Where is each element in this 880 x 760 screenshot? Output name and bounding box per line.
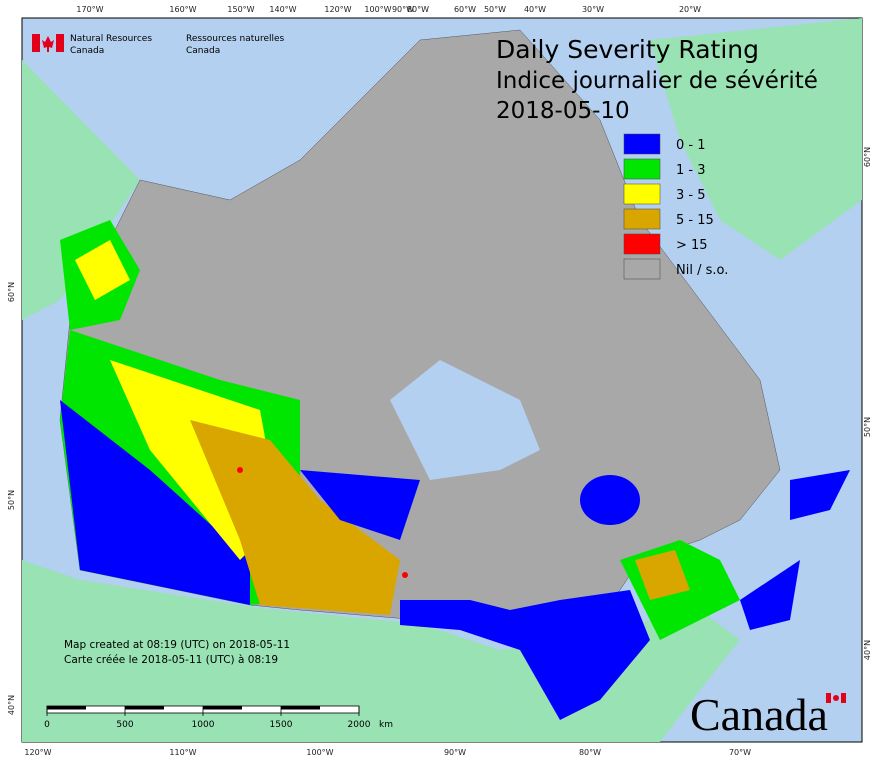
scale-segment bbox=[125, 706, 164, 710]
legend-label: 5 - 15 bbox=[676, 213, 714, 228]
scale-segment bbox=[203, 706, 242, 710]
agency-fr: Canada bbox=[186, 46, 220, 56]
longitude-label: 100°W bbox=[306, 748, 333, 757]
longitude-label: 70°W bbox=[729, 748, 751, 757]
title-fr: Indice journalier de sévérité bbox=[496, 68, 818, 94]
fire-zone bbox=[740, 560, 800, 630]
fire-zone bbox=[400, 590, 650, 720]
agency-en: Natural Resources bbox=[70, 34, 152, 44]
latitude-label: 40°N bbox=[7, 695, 16, 715]
legend-swatch bbox=[623, 208, 661, 230]
latitude-label: 60°N bbox=[863, 147, 872, 167]
flag-bar bbox=[56, 34, 64, 52]
legend: 0 - 1 1 - 3 3 - 5 5 - 15 > 15 Nil / s.o. bbox=[623, 133, 728, 280]
longitude-label: 30°W bbox=[582, 5, 604, 14]
latitude-label: 60°N bbox=[7, 282, 16, 302]
latitude-label: 50°N bbox=[7, 490, 16, 510]
longitude-label: 170°W bbox=[76, 5, 103, 14]
longitude-label: 80°W bbox=[579, 748, 601, 757]
created-fr: Carte créée le 2018-05-11 (UTC) à 08:19 bbox=[64, 654, 278, 666]
legend-label: > 15 bbox=[676, 238, 708, 253]
longitude-label: 90°W bbox=[444, 748, 466, 757]
fire-zone bbox=[75, 240, 130, 300]
legend-swatch bbox=[623, 183, 661, 205]
legend-label: 1 - 3 bbox=[676, 163, 706, 178]
longitude-label: 120°W bbox=[24, 748, 51, 757]
legend-swatch bbox=[623, 158, 661, 180]
scale-label: 1000 bbox=[192, 720, 215, 730]
greenland bbox=[650, 18, 862, 260]
scale-unit: km bbox=[379, 720, 393, 730]
legend-label: Nil / s.o. bbox=[676, 263, 728, 278]
scale-label: 2000 bbox=[348, 720, 371, 730]
longitude-label: 50°W bbox=[484, 5, 506, 14]
agency-fr: Ressources naturelles bbox=[186, 34, 285, 44]
flag-bar bbox=[841, 693, 846, 703]
flag-bar bbox=[826, 693, 831, 703]
scale-segment bbox=[47, 706, 86, 710]
legend-label: 0 - 1 bbox=[676, 138, 706, 153]
longitude-label: 20°W bbox=[679, 5, 701, 14]
scale-label: 1500 bbox=[270, 720, 293, 730]
scale-label: 0 bbox=[44, 720, 50, 730]
longitude-label: 120°W bbox=[324, 5, 351, 14]
date: 2018-05-10 bbox=[496, 98, 630, 124]
alaska bbox=[22, 60, 140, 320]
legend-swatch bbox=[623, 133, 661, 155]
fire-zone bbox=[300, 470, 420, 540]
longitude-label: 90°W bbox=[392, 5, 414, 14]
created-en: Map created at 08:19 (UTC) on 2018-05-11 bbox=[64, 639, 290, 651]
wordmark: Canada bbox=[690, 689, 828, 740]
fire-zone bbox=[402, 572, 408, 578]
longitude-label: 100°W bbox=[364, 5, 391, 14]
fire-zone bbox=[237, 467, 243, 473]
longitude-label: 140°W bbox=[269, 5, 296, 14]
longitude-label: 60°W bbox=[454, 5, 476, 14]
flag-bar bbox=[32, 34, 40, 52]
fire-zone bbox=[790, 470, 850, 520]
agency-en: Canada bbox=[70, 46, 104, 56]
legend-swatch bbox=[623, 233, 661, 255]
fire-zone bbox=[60, 400, 250, 605]
flag-leaf bbox=[42, 36, 54, 52]
longitude-label: 110°W bbox=[169, 748, 196, 757]
scale-label: 500 bbox=[116, 720, 133, 730]
longitude-label: 40°W bbox=[524, 5, 546, 14]
latitude-label: 40°N bbox=[863, 640, 872, 660]
longitude-label: 150°W bbox=[227, 5, 254, 14]
latitude-label: 50°N bbox=[863, 417, 872, 437]
usa-west bbox=[22, 560, 520, 742]
legend-swatch bbox=[623, 258, 661, 280]
scale-segment bbox=[281, 706, 320, 710]
title: Daily Severity Rating bbox=[496, 35, 759, 64]
scale-bar: 0 500 1000 1500 2000 km bbox=[44, 705, 393, 730]
fire-zone bbox=[635, 550, 690, 600]
hudson-bay bbox=[390, 360, 540, 480]
legend-label: 3 - 5 bbox=[676, 188, 706, 203]
fire-zone bbox=[580, 475, 640, 525]
longitude-label: 160°W bbox=[169, 5, 196, 14]
longitude-label: 80°W bbox=[407, 5, 429, 14]
flag-leaf bbox=[833, 695, 839, 701]
